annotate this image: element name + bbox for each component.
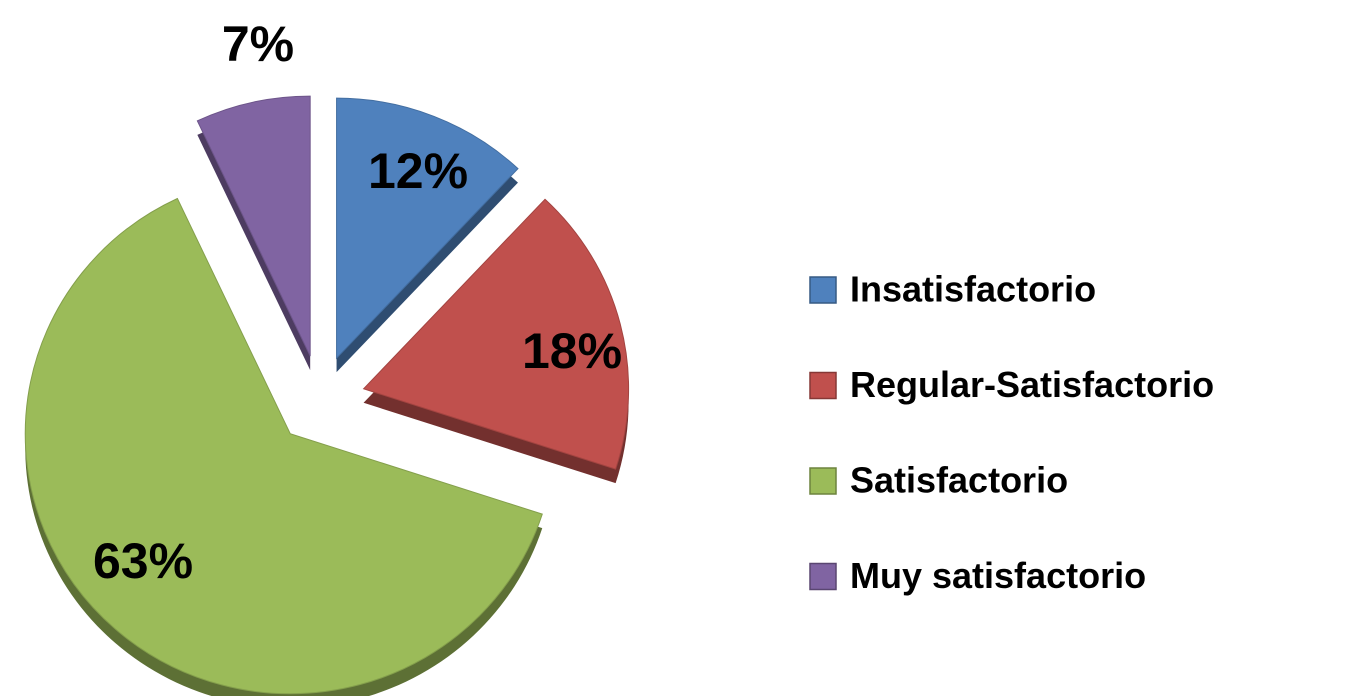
legend-swatch — [809, 371, 837, 400]
data-label: 12% — [368, 143, 468, 199]
legend-label: Regular-Satisfactorio — [850, 364, 1214, 405]
slice — [196, 95, 311, 357]
slice — [24, 197, 543, 695]
legend-label: Satisfactorio — [850, 460, 1068, 501]
legend-swatch — [809, 467, 837, 495]
slice — [362, 198, 630, 470]
legend-label: Insatisfactorio — [850, 269, 1096, 310]
data-label: 7% — [222, 16, 294, 72]
data-label: 18% — [522, 323, 622, 379]
legend-label: Muy satisfactorio — [850, 555, 1146, 596]
legend-swatch — [809, 562, 837, 591]
legend-swatch — [809, 276, 837, 304]
data-label: 63% — [93, 533, 193, 589]
slice — [336, 97, 519, 360]
